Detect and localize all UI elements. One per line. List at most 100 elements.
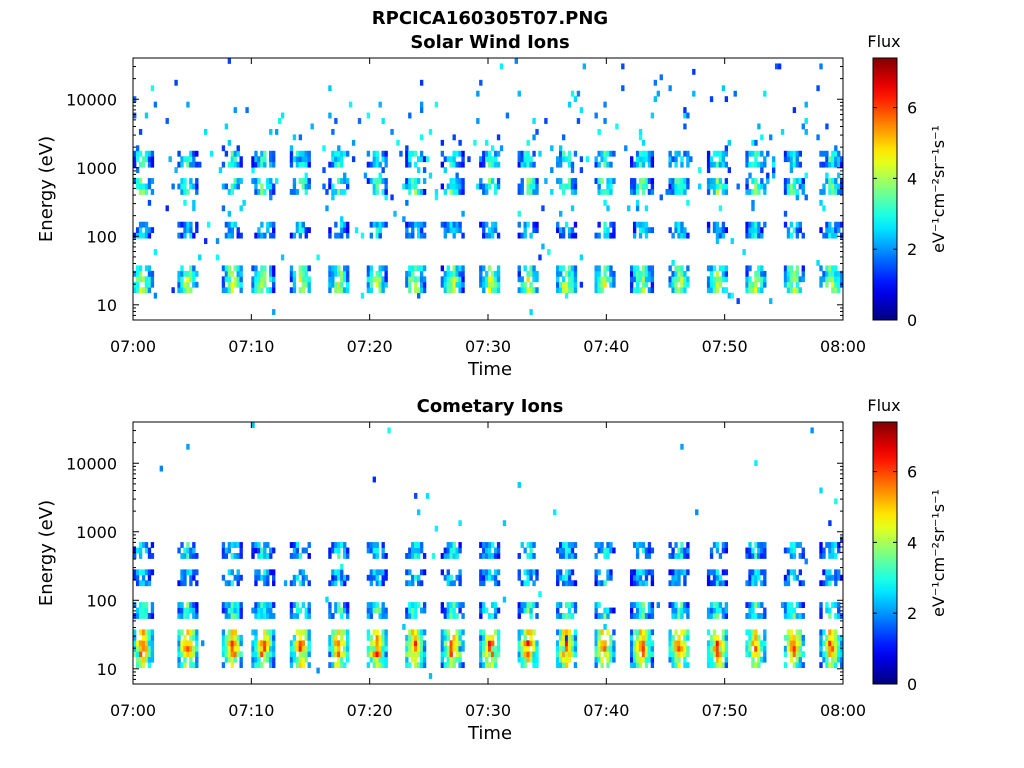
spectrogram-cell (709, 547, 714, 554)
spectrogram-cell (632, 287, 637, 294)
spectrogram-cell (417, 542, 421, 548)
spectrogram-cell (384, 161, 388, 168)
spectrogram-cell (263, 161, 267, 168)
spectrogram-cell (493, 183, 498, 190)
spectrogram-cell (422, 178, 427, 184)
spectrogram-cell (795, 265, 800, 272)
spectrogram-cell (748, 602, 752, 608)
spectrogram-cell (298, 232, 303, 239)
spectrogram-cell (144, 613, 149, 619)
spectrogram-cell (443, 613, 447, 619)
spectrogram-cell (668, 189, 672, 195)
spectrogram-cell (180, 645, 184, 652)
spectrogram-cell (307, 602, 311, 608)
spectrogram-cell (825, 276, 829, 283)
spectrogram-cell (828, 221, 832, 228)
spectrogram-cell (789, 161, 794, 168)
spectrogram-cell (567, 270, 572, 277)
spectrogram-cell (476, 90, 480, 97)
spectrogram-cell (479, 656, 483, 663)
spectrogram-cell (721, 276, 726, 283)
spectrogram-cell (600, 178, 604, 184)
spectrogram-cell (366, 645, 371, 652)
spectrogram-cell (751, 287, 755, 294)
spectrogram-cell (411, 580, 415, 587)
spectrogram-cell (606, 553, 610, 559)
spectrogram-cell (239, 281, 243, 288)
spectrogram-cell (632, 265, 637, 272)
spectrogram-cell (606, 183, 610, 190)
spectrogram-cell (635, 613, 640, 619)
spectrogram-cell (482, 547, 486, 554)
spectrogram-cell (346, 651, 350, 658)
spectrogram-cell (485, 553, 489, 559)
spectrogram-cell (340, 189, 344, 195)
spectrogram-cell (635, 547, 640, 554)
spectrogram-cell (337, 574, 341, 581)
spectrogram-cell (635, 629, 640, 636)
spectrogram-cell (783, 183, 788, 190)
spectrogram-cell (517, 629, 521, 636)
spectrogram-cell (600, 645, 604, 652)
spectrogram-cell (485, 662, 489, 669)
spectrogram-cell (144, 287, 149, 294)
spectrogram-cell (644, 613, 649, 619)
spectrogram-cell (683, 634, 687, 641)
spectrogram-cell (414, 607, 418, 614)
spectrogram-cell (488, 265, 492, 272)
spectrogram-cell (683, 651, 687, 658)
spectrogram-cell (561, 547, 566, 554)
colorbar-units: eV⁻¹cm⁻²sr⁻¹s⁻¹ (929, 489, 948, 617)
spectrogram-cell (683, 123, 687, 130)
spectrogram-cell (186, 629, 190, 636)
spectrogram-cell (147, 281, 152, 288)
spectrogram-cell (638, 276, 643, 283)
spectrogram-cell (233, 542, 237, 548)
spectrogram-cell (564, 602, 569, 608)
spectrogram-cell (266, 227, 270, 234)
spectrogram-cell (523, 580, 527, 587)
spectrogram-cell (180, 270, 184, 277)
spectrogram-cell (452, 183, 456, 190)
spectrogram-cell (289, 161, 294, 168)
spectrogram-cell (792, 640, 797, 647)
spectrogram-cell (712, 634, 717, 641)
spectrogram-cell (715, 287, 720, 294)
spectrogram-cell (677, 183, 681, 190)
spectrogram-cell (638, 150, 643, 157)
spectrogram-cell (224, 150, 229, 157)
spectrogram-cell (668, 602, 672, 608)
spectrogram-cell (307, 276, 311, 283)
spectrogram-cell (677, 553, 681, 559)
spectrogram-cell (141, 607, 146, 614)
spectrogram-cell (192, 645, 196, 652)
spectrogram-cell (340, 613, 344, 619)
spectrogram-cell (331, 194, 335, 201)
spectrogram-cell (665, 189, 669, 195)
spectrogram-cell (597, 547, 601, 554)
spectrogram-cell (745, 281, 749, 288)
spectrogram-cell (559, 662, 563, 669)
spectrogram-cell (606, 232, 610, 239)
spectrogram-cell (683, 602, 687, 608)
spectrogram-cell (650, 613, 655, 619)
spectrogram-cell (402, 183, 406, 190)
spectrogram-cell (825, 569, 829, 576)
spectrogram-cell (411, 178, 415, 184)
spectrogram-cell (786, 276, 791, 283)
spectrogram-cell (334, 270, 338, 277)
spectrogram-cell (369, 645, 374, 652)
spectrogram-cell (328, 183, 332, 190)
spectrogram-cell (384, 662, 388, 669)
spectrogram-cell (177, 270, 181, 277)
spectrogram-cell (798, 602, 802, 608)
spectrogram-cell (493, 602, 498, 608)
spectrogram-cell (455, 651, 459, 658)
spectrogram-cell (446, 662, 450, 669)
spectrogram-cell (825, 232, 829, 239)
spectrogram-cell (144, 547, 149, 554)
spectrogram-cell (138, 640, 143, 647)
spectrogram-cell (455, 178, 459, 184)
spectrogram-cell (689, 156, 693, 163)
spectrogram-cell (488, 651, 492, 658)
